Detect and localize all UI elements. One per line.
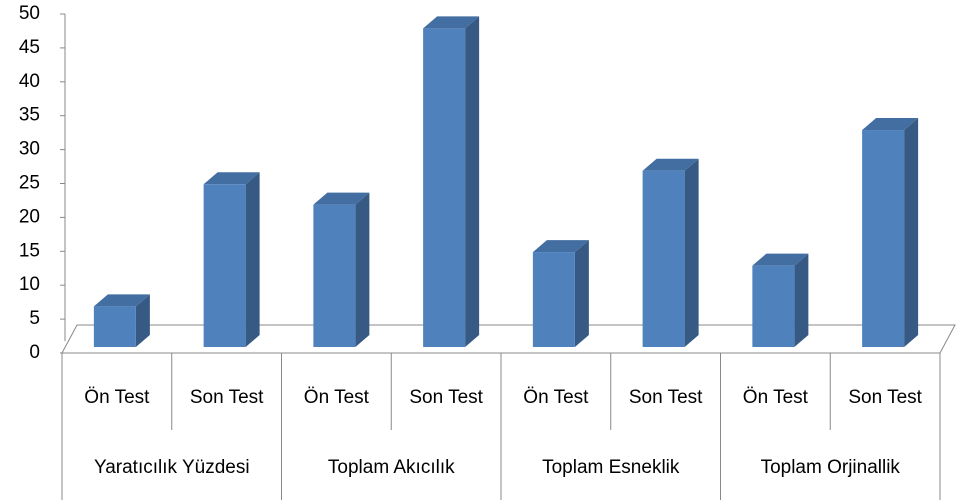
- bar: [642, 170, 685, 347]
- x-tick-label: Son Test: [190, 387, 264, 408]
- y-tick-label: 35: [19, 105, 40, 126]
- bar: [93, 306, 136, 347]
- bar-top: [93, 294, 150, 307]
- bar-side: [574, 240, 589, 347]
- x-tick-label: Son Test: [629, 387, 703, 408]
- bar-side: [355, 192, 370, 347]
- bar-top: [642, 158, 699, 171]
- bar-side: [684, 158, 699, 347]
- x-tick-label: Ön Test: [523, 387, 589, 408]
- y-tick-label: 40: [19, 71, 40, 92]
- bar: [532, 252, 575, 347]
- floor: [61, 324, 956, 354]
- y-tick-label: 10: [19, 274, 40, 295]
- y-tick-label: 50: [19, 3, 40, 24]
- bar: [203, 184, 246, 347]
- bar-side: [904, 118, 919, 347]
- group-label: Toplam Akıcılık: [328, 457, 455, 478]
- bar-top: [203, 172, 260, 185]
- y-tick-label: 15: [19, 240, 40, 261]
- y-tick-label: 45: [19, 37, 40, 58]
- x-tick-label: Son Test: [848, 387, 922, 408]
- group-label: Toplam Esneklik: [542, 457, 680, 478]
- y-tick-label: 25: [19, 173, 40, 194]
- bar: [752, 265, 795, 347]
- y-tick-label: 20: [19, 206, 40, 227]
- bar: [423, 28, 466, 348]
- bar-top: [752, 253, 809, 266]
- bar-side: [794, 253, 809, 347]
- bar-top: [313, 192, 370, 205]
- x-tick-label: Son Test: [409, 387, 483, 408]
- x-tick-label: Ön Test: [84, 387, 150, 408]
- bar-top: [862, 118, 919, 131]
- bar: [313, 204, 356, 347]
- x-tick-label: Ön Test: [304, 387, 370, 408]
- y-tick-label: 0: [29, 342, 40, 363]
- y-tick-label: 30: [19, 139, 40, 160]
- group-label: Toplam Orjinallik: [761, 457, 901, 478]
- bar-top: [423, 16, 480, 29]
- group-label: Yaratıcılık Yüzdesi: [94, 457, 250, 478]
- bar-side: [245, 172, 260, 347]
- bar-top: [532, 240, 589, 253]
- bar-side: [135, 294, 150, 347]
- bar: [862, 130, 905, 347]
- y-tick-label: 5: [29, 308, 40, 329]
- bar-side: [465, 16, 480, 348]
- x-tick-label: Ön Test: [743, 387, 809, 408]
